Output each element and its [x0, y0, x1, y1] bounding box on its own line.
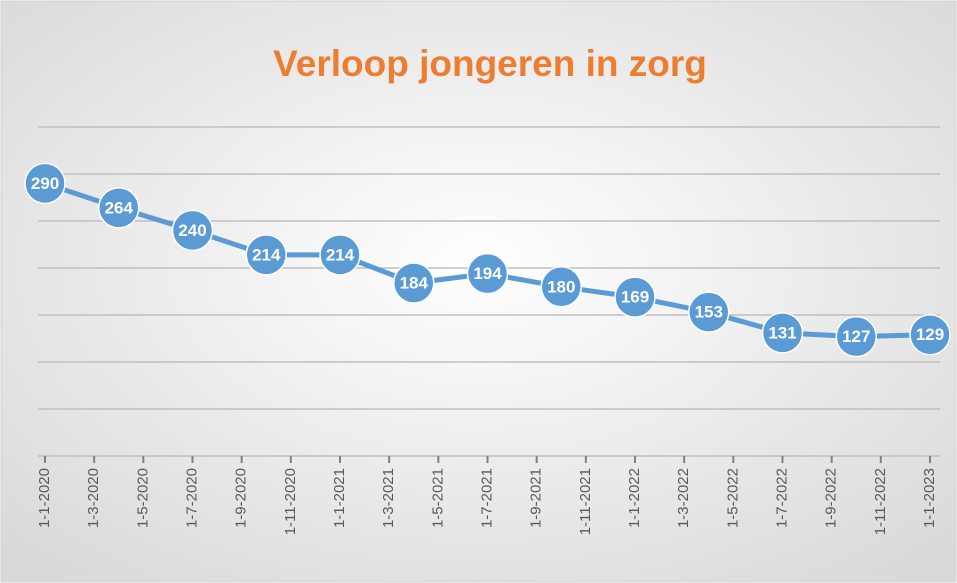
marker [909, 313, 951, 356]
x-tick-label: 1-1-2020 [36, 468, 53, 528]
data-label: 214 [326, 245, 355, 264]
marker [466, 252, 509, 295]
data-label: 180 [547, 277, 575, 296]
data-label: 169 [621, 288, 649, 307]
marker [319, 234, 361, 276]
x-tick-label: 1-5-2021 [429, 468, 446, 528]
x-tick-label: 1-5-2022 [724, 468, 741, 528]
data-label: 131 [768, 323, 796, 342]
x-tick-label: 1-7-2021 [478, 468, 495, 528]
x-tick-label: 1-1-2022 [626, 468, 643, 528]
marker [761, 312, 804, 354]
data-label: 194 [473, 264, 502, 283]
marker [171, 209, 214, 252]
data-label: 290 [31, 174, 59, 193]
data-label: 129 [916, 325, 944, 344]
x-tick-label: 1-7-2020 [183, 468, 200, 528]
data-label: 184 [400, 274, 429, 293]
data-label: 127 [842, 327, 870, 346]
marker [393, 262, 435, 304]
x-tick-label: 1-11-2021 [577, 468, 594, 535]
data-label: 153 [695, 303, 723, 322]
marker [24, 162, 66, 205]
x-tick-label: 1-5-2020 [134, 468, 151, 528]
marker [540, 266, 582, 308]
x-tick-label: 1-11-2020 [282, 468, 299, 535]
data-label: 240 [178, 221, 206, 240]
marker [614, 276, 656, 318]
x-tick-label: 1-1-2021 [331, 468, 348, 528]
marker [245, 234, 287, 276]
x-tick-label: 1-9-2022 [823, 468, 840, 528]
x-tick-label: 1-3-2020 [85, 468, 102, 528]
marker [835, 315, 877, 358]
data-label: 214 [252, 245, 281, 264]
x-tick-label: 1-1-2023 [921, 468, 938, 528]
marker [98, 187, 140, 229]
x-tick-label: 1-7-2022 [773, 468, 790, 528]
x-tick-label: 1-3-2021 [380, 468, 397, 528]
marker [688, 291, 730, 333]
x-tick-label: 1-3-2022 [675, 468, 692, 528]
x-tick-label: 1-11-2022 [872, 468, 889, 535]
data-label: 264 [105, 198, 134, 217]
chart-title: Verloop jongeren in zorg [273, 43, 707, 84]
x-tick-label: 1-9-2020 [233, 468, 250, 528]
x-tick-label: 1-9-2021 [528, 468, 545, 528]
